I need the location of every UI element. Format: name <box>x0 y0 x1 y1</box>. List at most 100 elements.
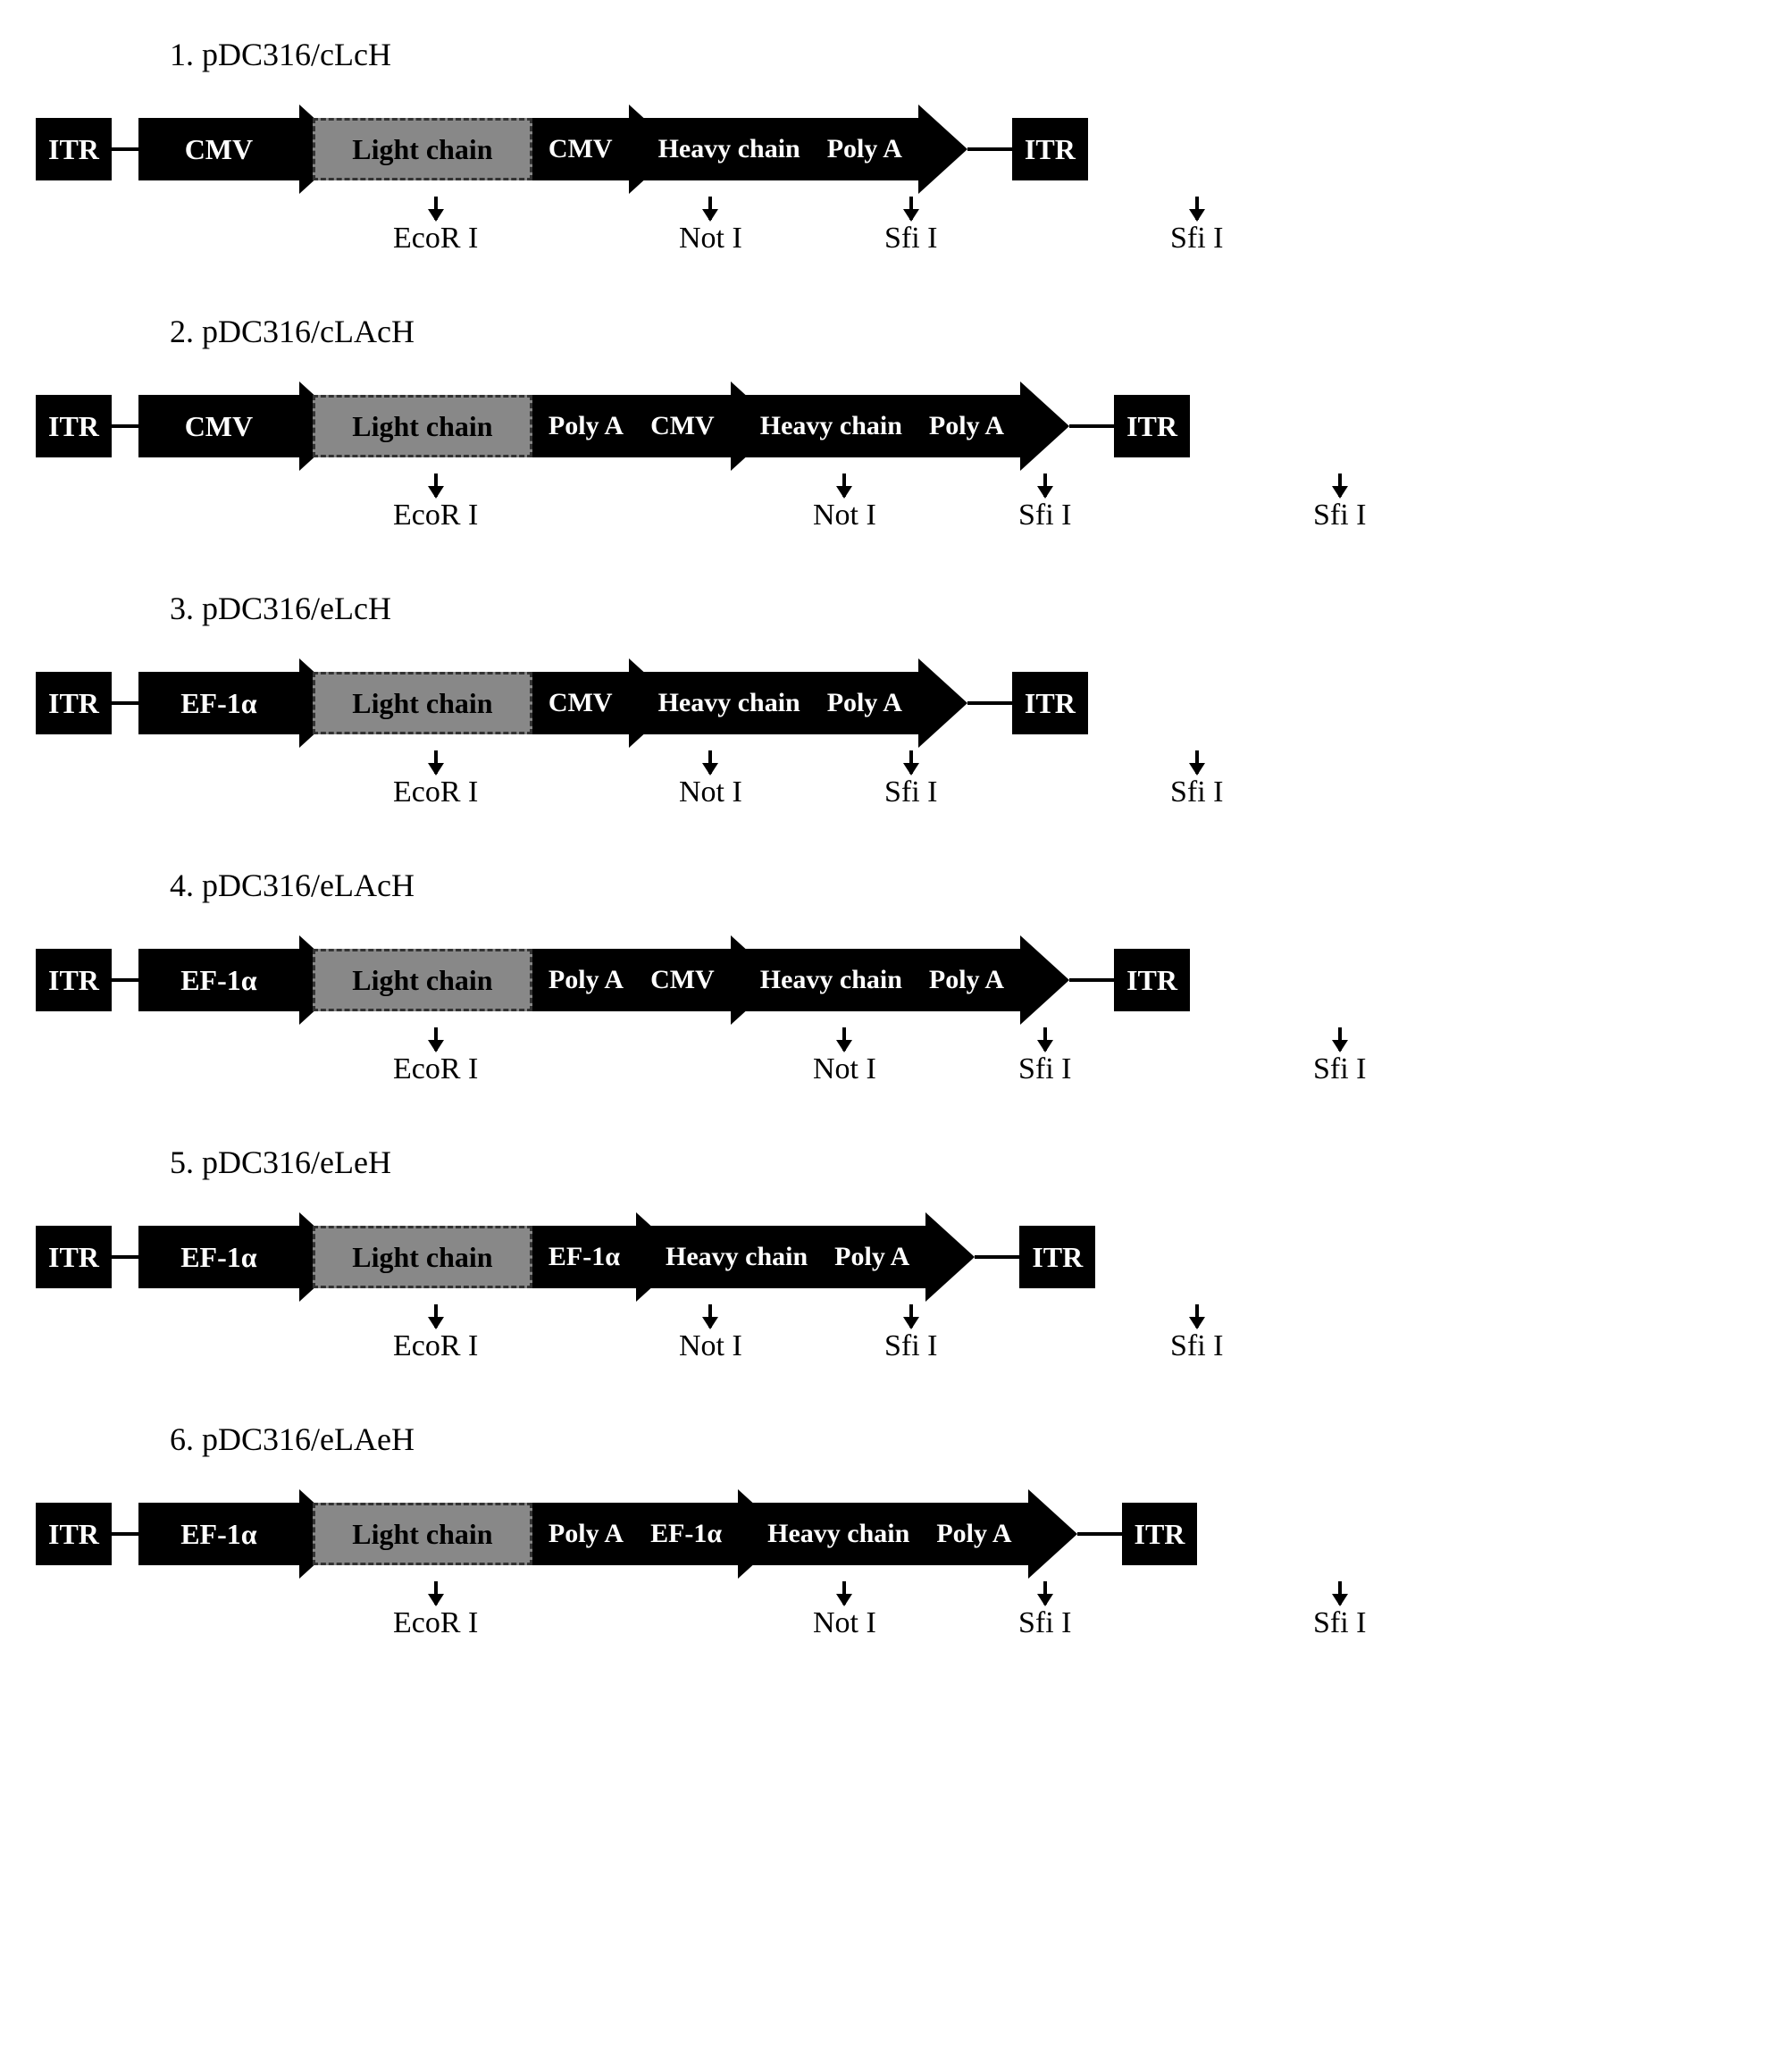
segment-b-label: Heavy chain <box>658 688 800 718</box>
not-site-label: Not I <box>813 1606 876 1640</box>
segment-b-arrow: Heavy chain Poly A <box>751 1489 1076 1579</box>
sfi-site-1-label: Sfi I <box>884 775 938 809</box>
light-chain-block: Light chain <box>313 118 532 180</box>
segment-b-label: Poly A <box>929 965 1004 995</box>
segment-b-label: Heavy chain <box>760 411 902 441</box>
itr-right: ITR <box>1114 949 1190 1011</box>
sfi-site-1-label: Sfi I <box>1018 499 1072 532</box>
segment-a-label: Poly A <box>548 411 624 441</box>
sfi-site-2-label: Sfi I <box>1170 1329 1224 1363</box>
itr-right: ITR <box>1012 118 1088 180</box>
ecor-site-label: EcoR I <box>393 499 478 532</box>
connector <box>112 1532 138 1536</box>
not-site: Not I <box>679 197 742 256</box>
segment-a-label: CMV <box>650 411 715 441</box>
segment-a-label: CMV <box>650 965 715 995</box>
down-arrow-icon <box>1338 1027 1342 1051</box>
construct-2: 2. pDC316/cLAcHITRCMVLight chainPoly ACM… <box>36 313 1756 536</box>
sfi-site-2-label: Sfi I <box>1170 222 1224 256</box>
promoter1-label: CMV <box>138 118 299 180</box>
connector <box>975 1255 1019 1259</box>
not-site-label: Not I <box>813 499 876 532</box>
ecor-site-label: EcoR I <box>393 1606 478 1640</box>
construct-4: 4. pDC316/eLAcHITREF-1αLight chainPoly A… <box>36 867 1756 1090</box>
ecor-site: EcoR I <box>393 1304 478 1363</box>
connector <box>112 978 138 982</box>
segment-a-body: CMV <box>532 672 629 734</box>
arrow-head-icon <box>1020 935 1069 1025</box>
down-arrow-icon <box>909 1304 913 1328</box>
arrow-head-icon <box>1020 381 1069 471</box>
arrow-head-icon <box>1028 1489 1077 1579</box>
connector <box>112 701 138 705</box>
promoter1-label: EF-1α <box>138 1503 299 1565</box>
segment-b-label: Poly A <box>827 134 902 164</box>
connector <box>1077 1532 1122 1536</box>
connector <box>967 701 1012 705</box>
construct-diagram: ITREF-1αLight chainEF-1αHeavy chainPoly … <box>36 1217 1756 1297</box>
construct-title: 6. pDC316/eLAeH <box>170 1421 1756 1458</box>
segment-b-label: Poly A <box>936 1519 1011 1549</box>
construct-3: 3. pDC316/eLcHITREF-1αLight chainCMVHeav… <box>36 590 1756 813</box>
itr-left: ITR <box>36 395 112 457</box>
ecor-site: EcoR I <box>393 197 478 256</box>
itr-left: ITR <box>36 672 112 734</box>
sfi-site-1-label: Sfi I <box>1018 1606 1072 1640</box>
restriction-sites: EcoR INot ISfi ISfi I <box>36 1027 1756 1090</box>
down-arrow-icon <box>1195 197 1199 220</box>
ecor-site-label: EcoR I <box>393 1052 478 1086</box>
sfi-site-2: Sfi I <box>1170 750 1224 809</box>
sfi-site-2-label: Sfi I <box>1170 775 1224 809</box>
construct-diagram: ITRCMVLight chainCMVHeavy chainPoly AITR <box>36 109 1756 189</box>
down-arrow-icon <box>708 1304 712 1328</box>
ecor-site-label: EcoR I <box>393 222 478 256</box>
segment-b-body: Heavy chain Poly A <box>751 1503 1027 1565</box>
segment-b-label: Heavy chain <box>767 1519 909 1549</box>
construct-5: 5. pDC316/eLeHITREF-1αLight chainEF-1αHe… <box>36 1144 1756 1367</box>
construct-title: 2. pDC316/cLAcH <box>170 313 1756 350</box>
sfi-site-1: Sfi I <box>884 750 938 809</box>
segment-b-arrow: Heavy chainPoly A <box>744 935 1069 1025</box>
segment-a-body: Poly AEF-1α <box>532 1503 738 1565</box>
segment-a-label: Poly A <box>548 1519 624 1549</box>
restriction-sites: EcoR INot ISfi ISfi I <box>36 750 1756 813</box>
segment-a-label: CMV <box>548 134 613 164</box>
not-site-label: Not I <box>679 1329 742 1363</box>
down-arrow-icon <box>842 474 846 497</box>
construct-diagram: ITREF-1αLight chainPoly ACMVHeavy chainP… <box>36 940 1756 1020</box>
sfi-site-2: Sfi I <box>1313 1027 1367 1086</box>
segment-a-body: CMV <box>532 118 629 180</box>
sfi-site-2: Sfi I <box>1313 474 1367 532</box>
down-arrow-icon <box>842 1027 846 1051</box>
sfi-site-2: Sfi I <box>1170 1304 1224 1363</box>
segment-b-body: Heavy chainPoly A <box>649 1226 925 1288</box>
sfi-site-1-label: Sfi I <box>884 1329 938 1363</box>
construct-title: 3. pDC316/eLcH <box>170 590 1756 627</box>
itr-left: ITR <box>36 1503 112 1565</box>
down-arrow-icon <box>434 474 438 497</box>
segment-a-arrow: Poly ACMV <box>532 935 780 1025</box>
down-arrow-icon <box>1195 1304 1199 1328</box>
construct-1: 1. pDC316/cLcHITRCMVLight chainCMVHeavy … <box>36 36 1756 259</box>
segment-b-arrow: Heavy chainPoly A <box>642 105 967 194</box>
down-arrow-icon <box>434 1304 438 1328</box>
construct-title: 4. pDC316/eLAcH <box>170 867 1756 904</box>
segment-a-body: Poly ACMV <box>532 949 731 1011</box>
segment-b-label: Poly A <box>834 1242 909 1272</box>
sfi-site-2: Sfi I <box>1170 197 1224 256</box>
light-chain-block: Light chain <box>313 672 532 734</box>
down-arrow-icon <box>842 1581 846 1605</box>
sfi-site-1: Sfi I <box>1018 474 1072 532</box>
segment-b-arrow: Heavy chainPoly A <box>642 658 967 748</box>
ecor-site: EcoR I <box>393 1027 478 1086</box>
restriction-sites: EcoR INot ISfi ISfi I <box>36 197 1756 259</box>
down-arrow-icon <box>1338 474 1342 497</box>
ecor-site-label: EcoR I <box>393 775 478 809</box>
down-arrow-icon <box>434 750 438 774</box>
itr-right: ITR <box>1019 1226 1095 1288</box>
itr-right: ITR <box>1012 672 1088 734</box>
connector <box>112 424 138 428</box>
connector <box>1069 424 1114 428</box>
ecor-site: EcoR I <box>393 1581 478 1640</box>
promoter1-label: EF-1α <box>138 1226 299 1288</box>
